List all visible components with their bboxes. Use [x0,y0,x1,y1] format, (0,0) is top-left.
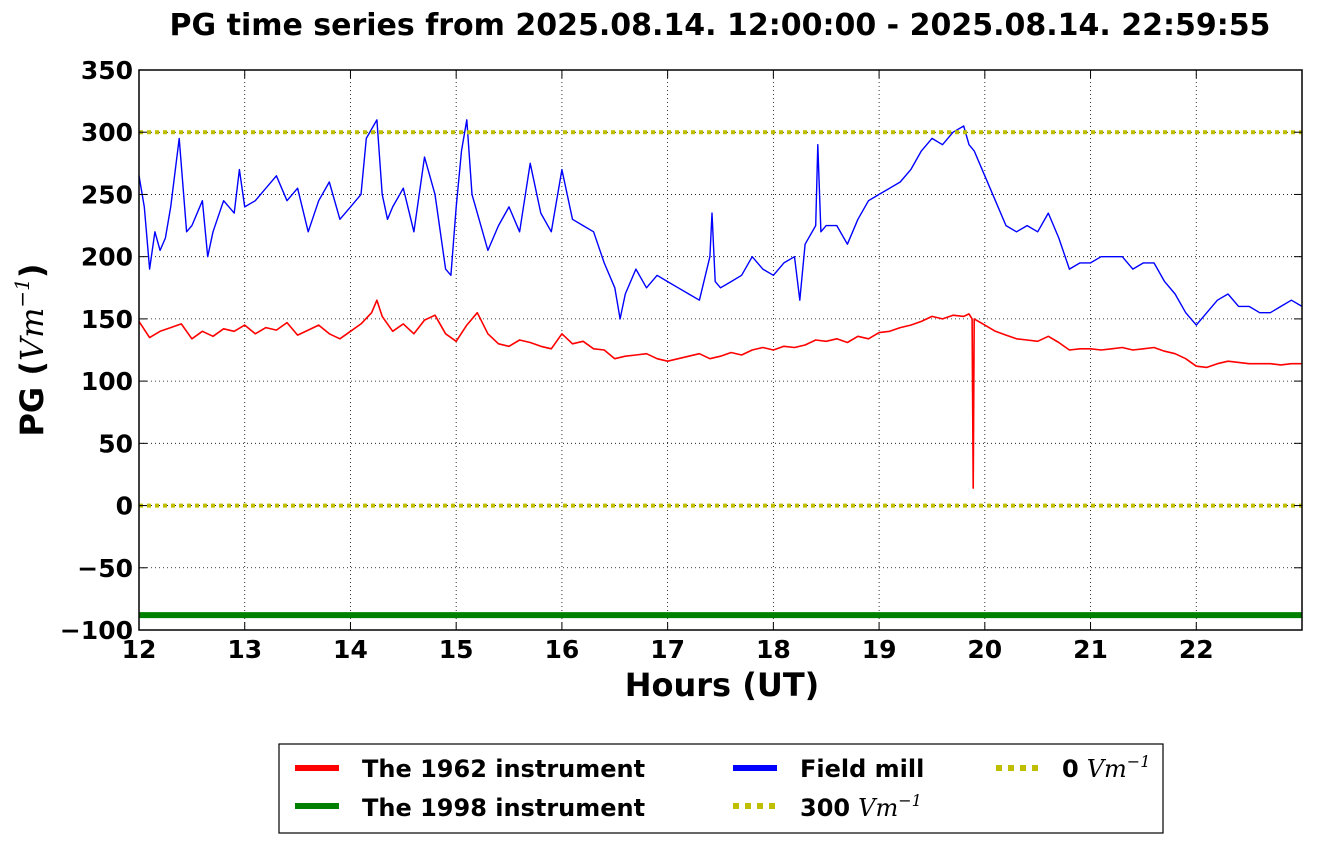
y-tick-label: 50 [98,429,133,458]
x-tick-label: 15 [439,635,474,664]
y-tick-label: −100 [60,616,133,645]
x-tick-label: 20 [967,635,1002,664]
x-tick-label: 19 [862,635,897,664]
plot-frame [138,69,1303,631]
y-tick-label: 100 [81,367,133,396]
legend-label-300: 300 Vm−1 [800,791,922,822]
legend-label-1998: The 1998 instrument [362,794,645,822]
y-tick-label: 350 [81,56,133,85]
y-tick-label: 300 [81,118,133,147]
legend-box [278,743,1164,834]
legend-label-field-mill: Field mill [800,755,924,783]
x-tick-label: 22 [1179,635,1214,664]
y-tick-label: −50 [77,554,133,583]
y-axis-label: PG (Vm−1) [10,263,51,436]
legend-label-0: 0 Vm−1 [1062,752,1150,783]
legend-label-1962: The 1962 instrument [362,755,645,783]
x-tick-label: 14 [333,635,368,664]
chart-title: PG time series from 2025.08.14. 12:00:00… [170,8,1271,43]
legend-label-0-exponent: −1 [1127,752,1151,771]
series-field-mill [138,119,1303,326]
x-tick-label: 17 [650,635,685,664]
y-axis-label-text: PG ( [13,361,51,436]
x-tick-label: 16 [545,635,580,664]
y-tick-label: 200 [81,243,133,272]
x-tick-label: 12 [122,635,157,664]
y-axis-label-close: ) [13,263,51,278]
legend-label-300-value: 300 [800,794,850,822]
x-tick-label: 18 [756,635,791,664]
legend: The 1962 instrument The 1998 instrument … [278,743,1164,834]
series-1962-instrument [138,299,1302,489]
data-series [138,119,1303,619]
y-tick-label: 150 [81,305,133,334]
legend-label-300-unit: Vm [858,794,898,822]
x-tick-label: 21 [1073,635,1108,664]
x-axis-label: Hours (UT) [625,666,820,704]
x-tick-label: 13 [227,635,262,664]
y-axis-label-unit: Vm [13,308,51,361]
y-tick-label: 250 [81,180,133,209]
legend-label-300-exponent: −1 [898,791,922,810]
y-axis-label-exponent: −1 [10,278,34,307]
legend-label-0-value: 0 [1062,755,1079,783]
y-tick-label: 0 [116,492,133,521]
axis-ticks: 12 13 14 15 16 17 18 19 20 21 22 −100 −50 0 50 100 150 20… [60,56,1302,664]
legend-label-0-unit: Vm [1087,755,1127,783]
